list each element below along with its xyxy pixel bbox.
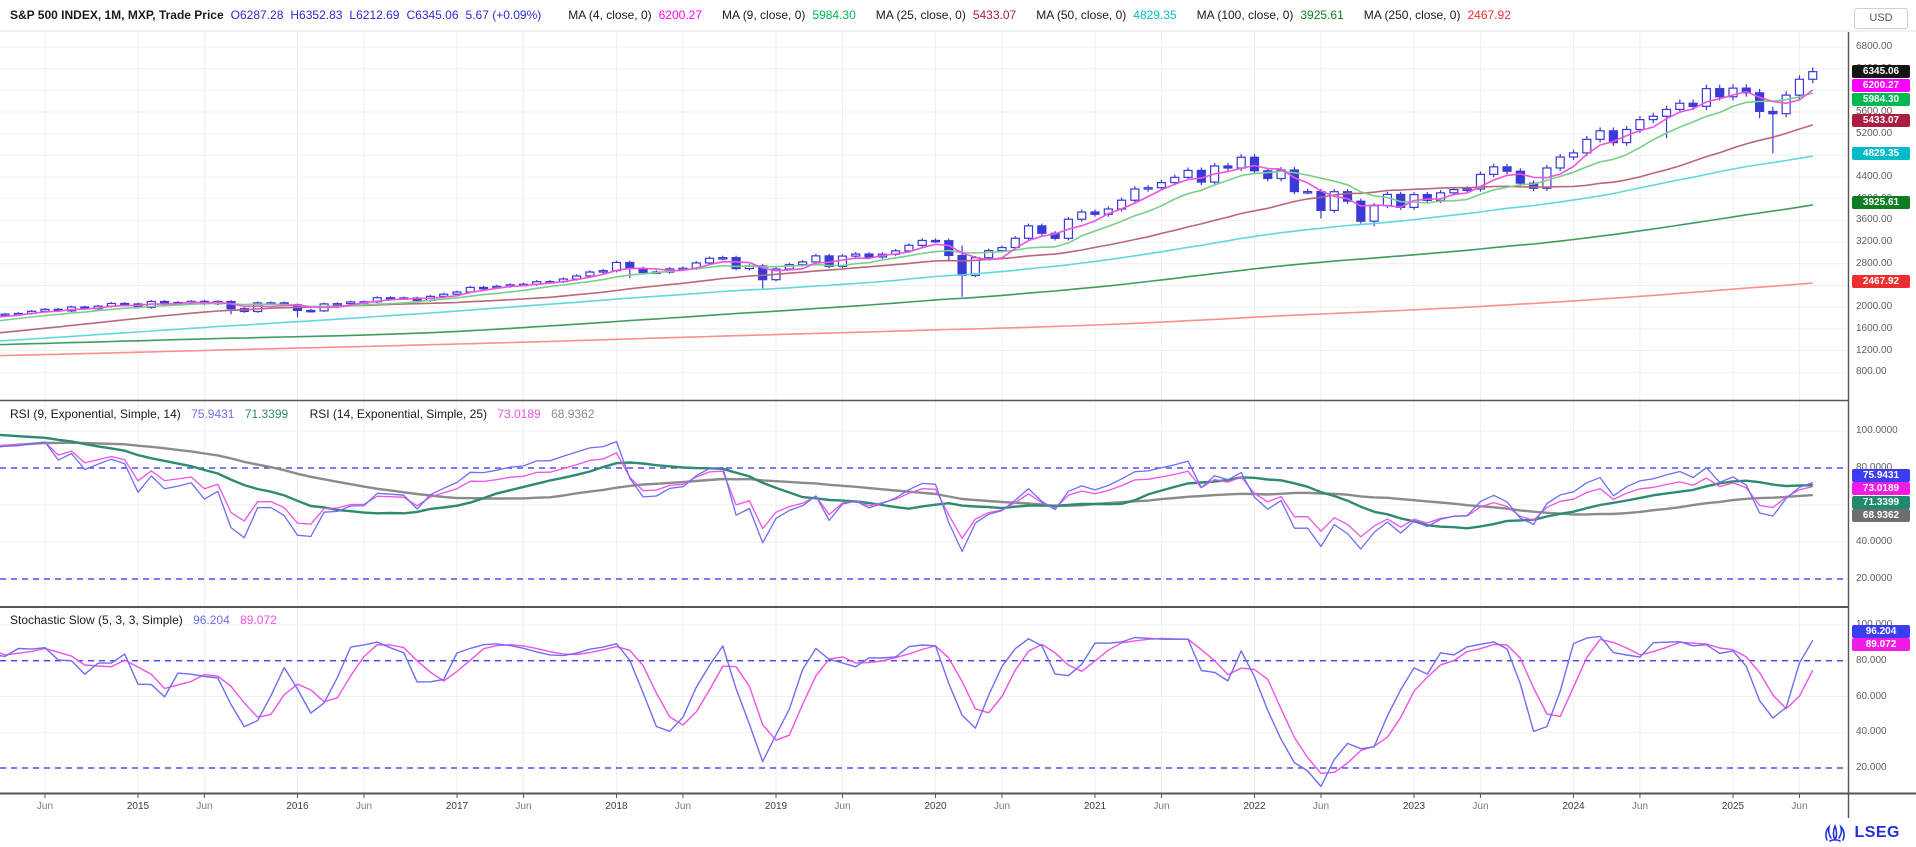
stoch-label: Stochastic Slow (5, 3, 3, Simple) bbox=[10, 613, 183, 627]
ma-legend-label: MA (25, close, 0) bbox=[875, 8, 966, 22]
ma-legend-item[interactable]: MA (250, close, 0) 2467.92 bbox=[1364, 8, 1511, 22]
ma-legend-item[interactable]: MA (25, close, 0) 5433.07 bbox=[876, 8, 1016, 22]
ma-legend-item[interactable]: MA (100, close, 0) 3925.61 bbox=[1197, 8, 1344, 22]
stochastic-pane-title[interactable]: Stochastic Slow (5, 3, 3, Simple) 96.204… bbox=[10, 613, 284, 627]
ma-legend-value: 2467.92 bbox=[1467, 8, 1511, 22]
rsi1-label: RSI (9, Exponential, Simple, 14) bbox=[10, 407, 181, 421]
lseg-logo: LSEG bbox=[1822, 823, 1900, 843]
rsi2-smooth-value: 68.9362 bbox=[551, 407, 595, 421]
ma-legend-item[interactable]: MA (50, close, 0) 4829.35 bbox=[1036, 8, 1176, 22]
ma-legend-value: 4829.35 bbox=[1133, 8, 1177, 22]
rsi2-label: RSI (14, Exponential, Simple, 25) bbox=[309, 407, 487, 421]
lseg-logo-text: LSEG bbox=[1854, 824, 1900, 841]
ma-legend-label: MA (250, close, 0) bbox=[1363, 8, 1461, 22]
ohlc-high: H6352.83 bbox=[290, 8, 343, 22]
ma-legend-label: MA (100, close, 0) bbox=[1196, 8, 1294, 22]
lseg-crest-icon bbox=[1825, 823, 1846, 842]
ma-legend-value: 3925.61 bbox=[1300, 8, 1344, 22]
rsi-pane-title[interactable]: RSI (9, Exponential, Simple, 14) 75.9431… bbox=[10, 407, 601, 421]
stoch-d-value: 89.072 bbox=[240, 613, 277, 627]
ma-legend-label: MA (9, close, 0) bbox=[722, 8, 806, 22]
rsi1-value: 75.9431 bbox=[191, 407, 235, 421]
ohlc-close: C6345.06 bbox=[406, 8, 459, 22]
instrument-title[interactable]: S&P 500 INDEX, 1M, MXP, Trade Price bbox=[10, 8, 224, 22]
chart-header: S&P 500 INDEX, 1M, MXP, Trade Price O628… bbox=[0, 0, 1850, 30]
currency-button[interactable]: USD bbox=[1854, 8, 1908, 29]
ma-legend-value: 5984.30 bbox=[812, 8, 856, 22]
stoch-k-value: 96.204 bbox=[193, 613, 230, 627]
ma-legend-item[interactable]: MA (9, close, 0) 5984.30 bbox=[722, 8, 856, 22]
ma-legend-value: 5433.07 bbox=[972, 8, 1017, 22]
ma-legend-item[interactable]: MA (4, close, 0) 6200.27 bbox=[568, 8, 702, 22]
ohlc-open: O6287.28 bbox=[230, 8, 284, 22]
ma-legend-value: 6200.27 bbox=[658, 8, 703, 22]
ma-legend-label: MA (4, close, 0) bbox=[568, 8, 652, 22]
rsi2-value: 73.0189 bbox=[497, 407, 541, 421]
ohlc-low: L6212.69 bbox=[349, 8, 400, 22]
ma-legend: MA (4, close, 0) 6200.27 MA (9, close, 0) 5… bbox=[548, 8, 1511, 22]
footer-bar: LSEG bbox=[0, 819, 1916, 847]
ma-legend-label: MA (50, close, 0) bbox=[1036, 8, 1127, 22]
net-change: 5.67 (+0.09%) bbox=[465, 8, 542, 22]
rsi1-smooth-value: 71.3399 bbox=[244, 407, 289, 421]
